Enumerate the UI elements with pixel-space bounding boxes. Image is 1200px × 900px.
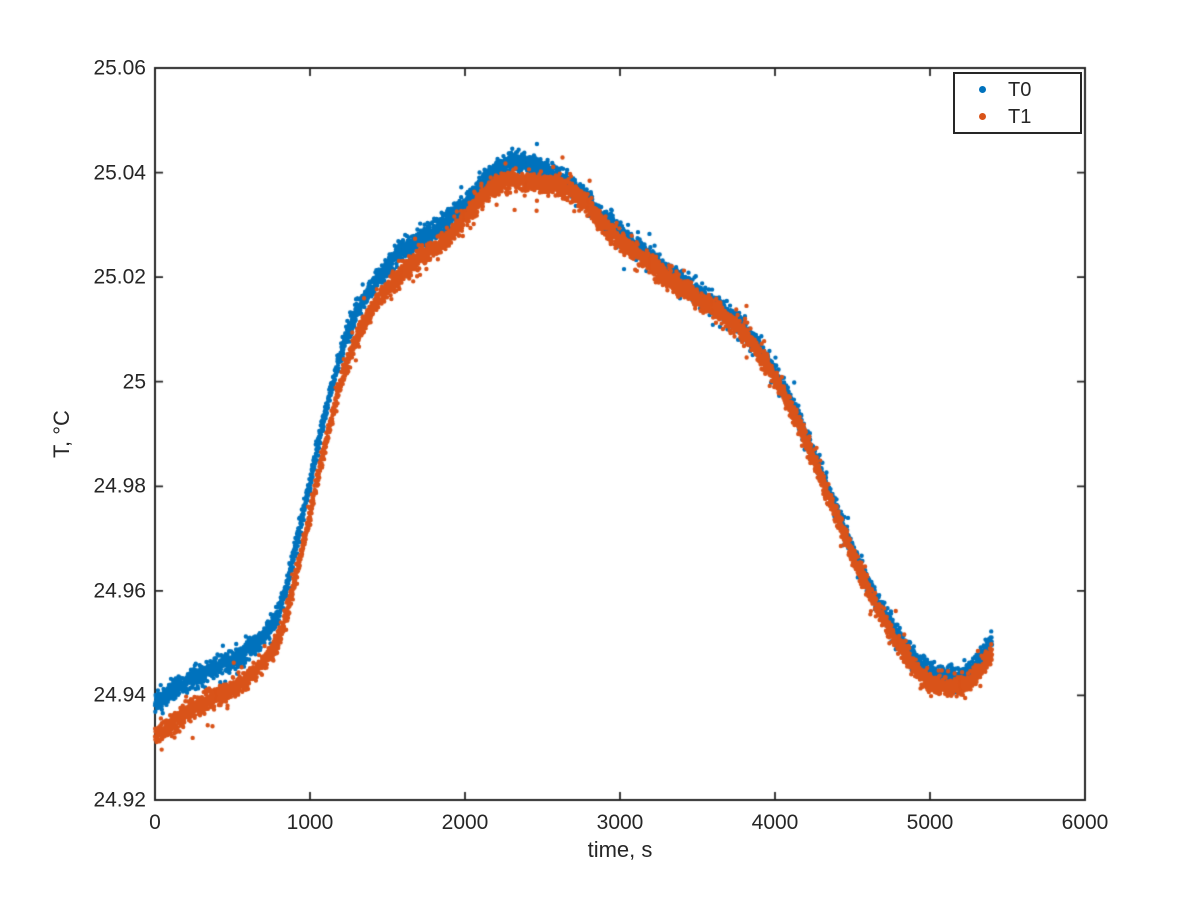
x-tick-label: 1000 [286, 811, 334, 834]
legend-label-t1: T1 [1008, 105, 1032, 128]
x-tick-label: 3000 [596, 811, 644, 834]
y-tick-label: 25.06 [93, 56, 146, 80]
t1-point-marker-icon [979, 113, 986, 120]
t0-point-marker-icon [979, 86, 986, 93]
legend-item-t1[interactable]: T1 [955, 104, 1080, 130]
legend-label-t0: T0 [1008, 78, 1032, 101]
y-tick-label: 24.92 [93, 788, 146, 812]
x-axis-label: time, s [587, 837, 653, 862]
y-tick-label: 25.04 [93, 161, 146, 185]
y-axis-label: T, °C [49, 410, 74, 458]
x-tick-label: 2000 [441, 811, 489, 834]
y-tick-label: 24.96 [93, 579, 146, 603]
y-tick-label: 24.98 [93, 474, 146, 498]
x-tick-label: 4000 [751, 811, 799, 834]
x-tick-label: 6000 [1061, 811, 1109, 834]
y-tick-label: 25.02 [93, 265, 146, 289]
x-tick-label: 5000 [906, 811, 954, 834]
legend-item-t0[interactable]: T0 [955, 77, 1080, 103]
legend[interactable]: T0 T1 [953, 72, 1082, 134]
x-tick-label: 0 [149, 811, 161, 834]
y-tick-label: 25 [122, 370, 146, 394]
y-tick-label: 24.94 [93, 683, 146, 707]
